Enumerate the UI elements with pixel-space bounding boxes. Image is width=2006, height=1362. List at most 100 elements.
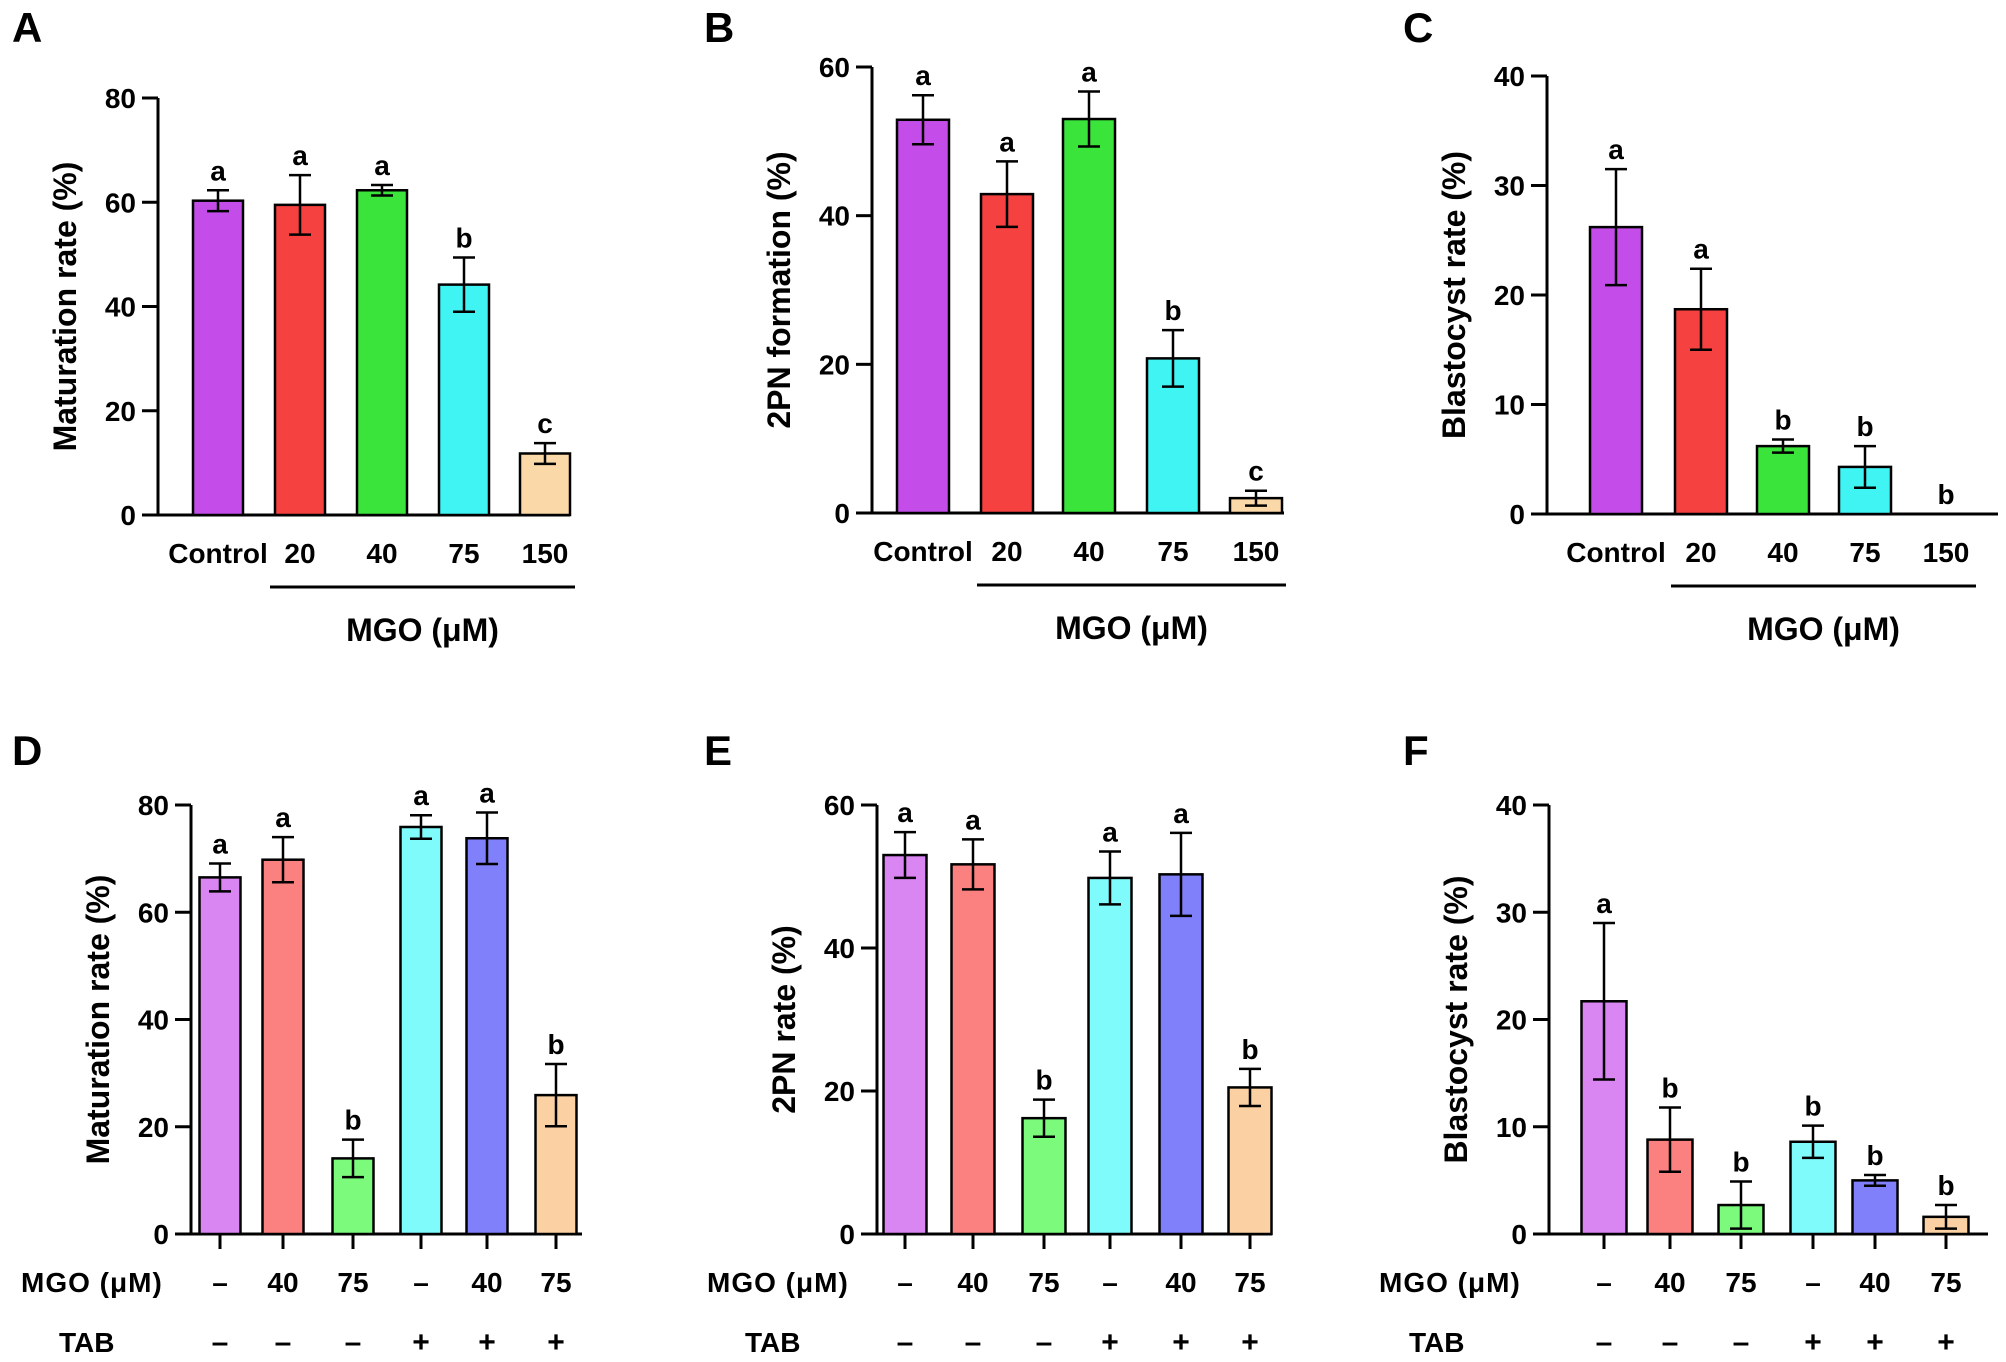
- tab-status-label: +: [1937, 1326, 1955, 1359]
- y-tick-label: 40: [1496, 790, 1527, 821]
- bar: [191, 199, 245, 517]
- panel-c: C 0 10 20 30 40 Blastocyst rate (%) a a b b b Contro…: [1403, 4, 1998, 647]
- tab-status-label: –: [212, 1326, 229, 1359]
- significance-letter: b: [1856, 411, 1873, 442]
- y-tick-label: 60: [105, 187, 136, 218]
- mgo-dose-label: –: [413, 1267, 429, 1298]
- category-label: 40: [1767, 537, 1798, 568]
- bar: [1061, 117, 1117, 515]
- y-tick-label: 30: [1496, 897, 1527, 928]
- category-label: Control: [873, 536, 973, 567]
- significance-letter: a: [479, 778, 495, 809]
- bar: [399, 825, 443, 1236]
- significance-letter: b: [1774, 405, 1791, 436]
- y-axis-title: Maturation rate (%): [80, 875, 116, 1165]
- significance-letter: c: [1248, 456, 1264, 487]
- significance-letter: b: [1937, 479, 1954, 510]
- bar: [895, 118, 951, 515]
- bar: [1087, 876, 1133, 1236]
- y-axis-title: 2PN rate (%): [766, 925, 802, 1114]
- significance-letter: b: [455, 223, 472, 254]
- tab-status-label: –: [1036, 1326, 1053, 1359]
- y-tick-label: 80: [138, 790, 169, 821]
- bar: [261, 858, 305, 1236]
- significance-letter: a: [897, 797, 913, 828]
- tab-status-label: +: [1804, 1326, 1822, 1359]
- y-axis-title: 2PN formation (%): [761, 151, 797, 428]
- panel-letter: C: [1403, 4, 1433, 51]
- significance-letter: a: [1693, 234, 1709, 265]
- row-label-mgo: MGO (μM): [21, 1267, 163, 1298]
- significance-letter: a: [1596, 888, 1612, 919]
- tab-status-label: –: [897, 1326, 914, 1359]
- mgo-dose-label: –: [1805, 1267, 1821, 1298]
- panel-letter: D: [12, 727, 42, 774]
- mgo-dose-label: –: [1102, 1267, 1118, 1298]
- row-label-tab: TAB: [59, 1327, 114, 1358]
- y-tick-label: 40: [824, 933, 855, 964]
- category-label: 20: [991, 536, 1022, 567]
- bar: [273, 203, 327, 517]
- significance-letter: c: [537, 408, 553, 439]
- y-axis-title: Blastocyst rate (%): [1436, 151, 1472, 439]
- significance-letter: b: [547, 1029, 564, 1060]
- y-tick-label: 10: [1494, 390, 1525, 421]
- mgo-bracket-label: MGO (μM): [1055, 610, 1208, 646]
- mgo-bracket-label: MGO (μM): [1747, 611, 1900, 647]
- category-label: 75: [448, 538, 479, 569]
- y-tick-label: 0: [834, 498, 850, 529]
- bar: [1158, 873, 1204, 1236]
- significance-letter: a: [1173, 798, 1189, 829]
- y-axis-title: Maturation rate (%): [47, 162, 83, 452]
- tab-status-label: +: [412, 1326, 430, 1359]
- category-label: Control: [1566, 537, 1666, 568]
- panel-letter: E: [704, 727, 732, 774]
- tab-status-label: –: [1596, 1326, 1613, 1359]
- y-tick-label: 0: [1511, 1219, 1527, 1250]
- significance-letter: b: [1661, 1072, 1678, 1103]
- y-tick-label: 40: [105, 292, 136, 323]
- mgo-dose-label: 40: [1165, 1267, 1196, 1298]
- y-tick-label: 10: [1496, 1112, 1527, 1143]
- bar: [882, 853, 928, 1236]
- tab-status-label: –: [965, 1326, 982, 1359]
- tab-status-label: +: [1101, 1326, 1119, 1359]
- y-tick-label: 20: [824, 1076, 855, 1107]
- significance-letter: a: [374, 150, 390, 181]
- category-label: 40: [366, 538, 397, 569]
- mgo-dose-label: 75: [337, 1267, 368, 1298]
- panel-a: A 0 20 40 60 80 Maturation rate (%) a a a b c Contro…: [12, 4, 575, 648]
- mgo-dose-label: –: [212, 1267, 228, 1298]
- significance-letter: a: [210, 155, 226, 186]
- category-label: 40: [1073, 536, 1104, 567]
- y-axis-title: Blastocyst rate (%): [1438, 875, 1474, 1163]
- significance-letter: b: [1732, 1146, 1749, 1177]
- tab-status-label: –: [345, 1326, 362, 1359]
- y-tick-label: 30: [1494, 171, 1525, 202]
- significance-letter: a: [1608, 134, 1624, 165]
- category-label: 150: [522, 538, 569, 569]
- category-label: Control: [168, 538, 268, 569]
- y-tick-label: 0: [839, 1219, 855, 1250]
- mgo-dose-label: 40: [957, 1267, 988, 1298]
- row-label-mgo: MGO (μM): [707, 1267, 849, 1298]
- mgo-dose-label: 40: [471, 1267, 502, 1298]
- y-tick-label: 20: [138, 1112, 169, 1143]
- panel-letter: F: [1403, 727, 1429, 774]
- mgo-dose-label: 40: [267, 1267, 298, 1298]
- category-label: 75: [1157, 536, 1188, 567]
- panel-e: E 0 20 40 60 2PN rate (%) a a b a a b MGO (μM) TAB – 40…: [704, 727, 1273, 1359]
- mgo-dose-label: –: [1596, 1267, 1612, 1298]
- bar: [950, 863, 996, 1236]
- y-tick-label: 60: [824, 790, 855, 821]
- tab-status-label: –: [1662, 1326, 1679, 1359]
- y-tick-label: 0: [1509, 499, 1525, 530]
- category-label: 150: [1923, 537, 1970, 568]
- bar: [1851, 1179, 1899, 1236]
- significance-letter: a: [292, 140, 308, 171]
- significance-letter: b: [1035, 1065, 1052, 1096]
- significance-letter: a: [1102, 816, 1118, 847]
- significance-letter: b: [1804, 1091, 1821, 1122]
- significance-letter: a: [965, 804, 981, 835]
- y-tick-label: 20: [105, 396, 136, 427]
